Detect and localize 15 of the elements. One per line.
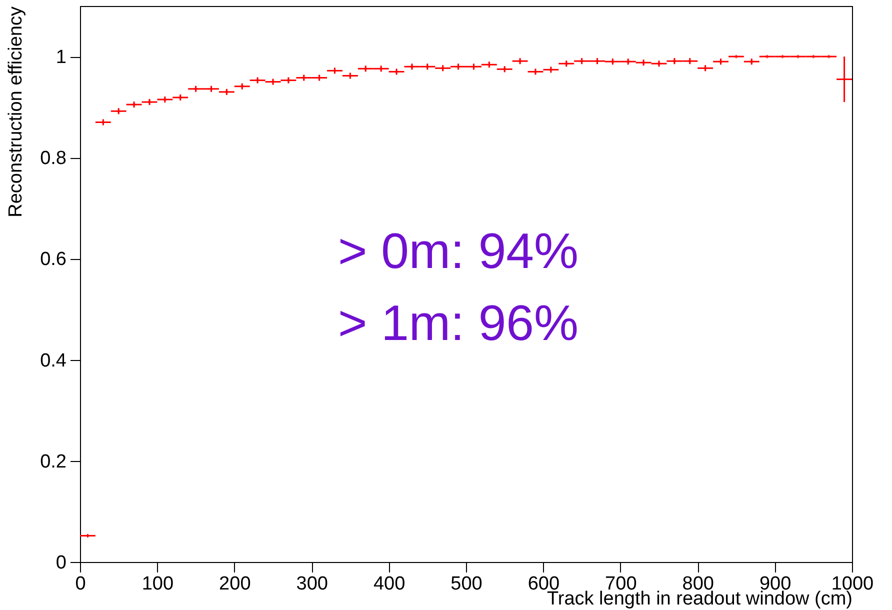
y-tick-label: 0.6	[40, 249, 66, 270]
x-tick-label: 0	[75, 574, 86, 594]
y-tick-label: 0.2	[40, 451, 66, 472]
x-tick-label: 100	[142, 574, 174, 594]
y-tick-label: 1	[56, 47, 66, 68]
y-tick-label: 0.8	[40, 148, 66, 170]
x-tick-label: 300	[296, 574, 328, 594]
y-tick-label: 0.4	[40, 350, 67, 372]
x-tick-label: 500	[450, 574, 482, 594]
annotation: > 1m: 96%	[338, 295, 578, 351]
annotation: > 0m: 94%	[338, 223, 578, 279]
x-tick-label: 400	[373, 574, 406, 594]
y-tick-label: 0	[56, 552, 66, 574]
x-tick-label: 200	[219, 574, 251, 594]
y-axis-title: Reconstruction efficiency	[6, 6, 26, 218]
